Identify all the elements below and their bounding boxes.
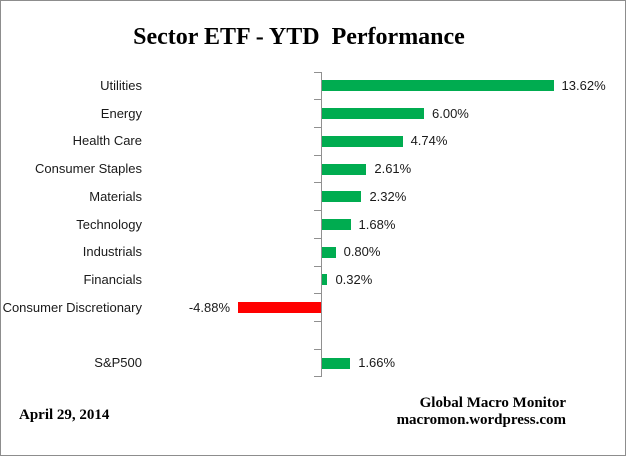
category-label: Utilities: [100, 78, 142, 93]
axis-tick: [314, 99, 321, 101]
bar-positive: [322, 191, 362, 203]
value-label: -4.88%: [188, 299, 231, 315]
value-label: 0.80%: [343, 244, 381, 260]
category-label: Industrials: [82, 244, 142, 260]
bar-positive: [322, 357, 351, 369]
axis-tick: [314, 237, 321, 239]
value-label: 0.32%: [335, 272, 373, 288]
category-label: Consumer Staples: [35, 161, 142, 177]
axis-tick: [314, 71, 321, 73]
value-label: 1.66%: [358, 355, 396, 371]
bar-positive: [322, 163, 367, 175]
bar-positive: [322, 108, 424, 120]
axis-tick: [314, 265, 321, 267]
value-label: 13.62%: [561, 78, 606, 93]
axis-tick: [314, 348, 321, 350]
chart-title: Sector ETF - YTD Performance: [133, 24, 465, 50]
value-label: 1.68%: [358, 216, 396, 232]
value-label: 2.32%: [369, 188, 407, 204]
value-label: 6.00%: [432, 105, 469, 121]
category-label: Energy: [100, 105, 142, 121]
category-label: Health Care: [72, 133, 142, 149]
bar-positive: [322, 80, 554, 92]
axis-tick: [314, 182, 321, 184]
date-label: April 29, 2014: [19, 407, 110, 423]
axis-tick: [314, 126, 321, 128]
category-label: S&P500: [94, 355, 142, 371]
category-label: Materials: [89, 188, 142, 204]
category-axis-line: [321, 72, 322, 377]
bar-positive: [322, 218, 351, 230]
axis-tick: [314, 376, 321, 378]
category-label: Financials: [83, 272, 142, 288]
category-label: Consumer Discretionary: [2, 299, 142, 315]
axis-tick: [314, 210, 321, 212]
credit-line1: Global Macro Monitor: [419, 395, 566, 411]
value-label: 2.61%: [374, 161, 412, 177]
value-label: 4.74%: [410, 133, 448, 149]
bar-negative: [238, 302, 321, 314]
credit-line2: macromon.wordpress.com: [396, 411, 566, 428]
bar-positive: [322, 135, 403, 147]
credit-block: Global Macro Monitor macromon.wordpress.…: [397, 395, 566, 428]
bar-positive: [322, 274, 328, 286]
category-label: Technology: [76, 216, 142, 232]
axis-tick: [314, 154, 321, 156]
bar-positive: [322, 246, 336, 258]
axis-tick: [314, 293, 321, 295]
axis-tick: [314, 320, 321, 322]
